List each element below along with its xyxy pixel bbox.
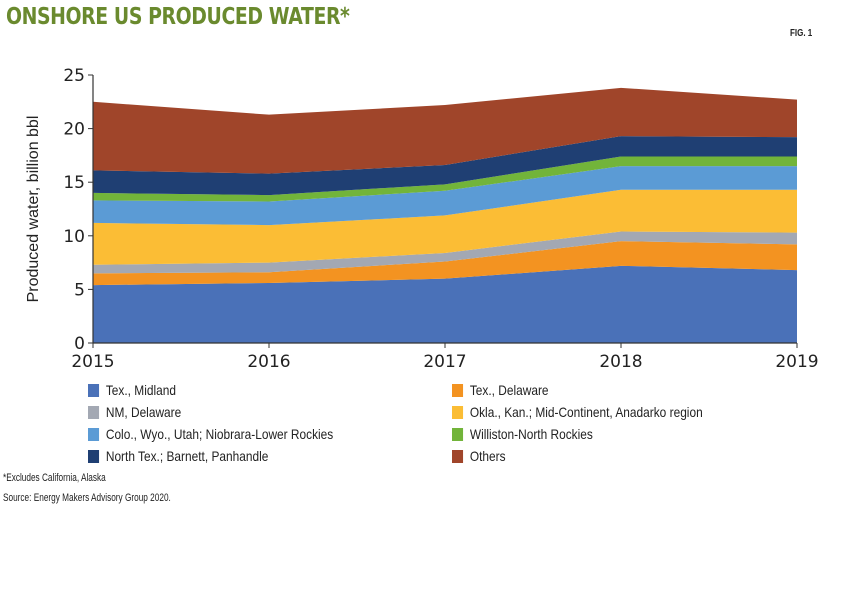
source-note: Source: Energy Makers Advisory Group 202… — [3, 492, 171, 504]
legend-label: Tex., Midland — [105, 382, 176, 398]
area-tex-midland — [93, 265, 797, 343]
area-others — [93, 87, 797, 174]
legend-label: NM, Delaware — [105, 404, 182, 420]
area-williston-north-rockies — [93, 156, 797, 202]
legend-label: Tex., Delaware — [469, 382, 549, 398]
legend-item: Tex., Midland — [88, 382, 176, 398]
x-tick-label: 2017 — [423, 352, 466, 372]
legend-swatch — [88, 405, 100, 419]
legend-swatch — [452, 405, 464, 419]
legend-item: NM, Delaware — [88, 404, 181, 420]
figure-label: FIG. 1 — [790, 28, 813, 39]
legend-item: Okla., Kan.; Mid-Continent, Anadarko reg… — [452, 404, 703, 420]
stacked-area-chart: 0 5 10 15 20 25 2015 2016 2017 2018 2019 Produced w… — [25, 66, 819, 372]
x-tick-label: 2015 — [71, 352, 114, 372]
area-tex-delaware — [93, 241, 797, 286]
x-tick-label: 2018 — [599, 352, 642, 372]
legend-swatch — [88, 427, 100, 441]
legend-label: Williston-North Rockies — [469, 426, 593, 442]
chart-title: ONSHORE US PRODUCED WATER* — [6, 4, 350, 30]
legend-item: North Tex.; Barnett, Panhandle — [88, 448, 268, 464]
x-tick-label: 2019 — [775, 352, 818, 372]
legend-swatch — [452, 383, 464, 397]
area-nm-delaware — [93, 231, 797, 274]
legend-swatch — [88, 383, 100, 397]
y-tick-label: 15 — [63, 173, 85, 193]
legend-swatch — [88, 449, 100, 463]
legend-swatch — [452, 449, 464, 463]
y-tick-label: 10 — [63, 227, 85, 247]
legend-item: Others — [452, 448, 506, 464]
x-tick-label: 2016 — [247, 352, 290, 372]
legend-label: Okla., Kan.; Mid-Continent, Anadarko reg… — [469, 404, 703, 420]
area-colo-wyo-utah-niobrara-lower-rockies — [93, 166, 797, 226]
legend-label: North Tex.; Barnett, Panhandle — [105, 448, 269, 464]
legend-item: Colo., Wyo., Utah; Niobrara-Lower Rockie… — [88, 426, 333, 442]
legend-item: Tex., Delaware — [452, 382, 549, 398]
y-tick-label: 20 — [63, 120, 85, 140]
area-north-tex-barnett-panhandle — [93, 136, 797, 196]
footnote: *Excludes California, Alaska — [3, 472, 106, 484]
area-okla-kan-mid-continent-anadarko-region — [93, 189, 797, 265]
y-tick-label: 25 — [63, 66, 85, 86]
legend-item: Williston-North Rockies — [452, 426, 593, 442]
legend-swatch — [452, 427, 464, 441]
legend-label: Others — [469, 448, 506, 464]
y-tick-label: 5 — [74, 280, 85, 300]
legend-label: Colo., Wyo., Utah; Niobrara-Lower Rockie… — [105, 426, 334, 442]
y-tick-label: 0 — [74, 334, 85, 354]
y-axis-label: Produced water, billion bbl — [25, 116, 42, 303]
